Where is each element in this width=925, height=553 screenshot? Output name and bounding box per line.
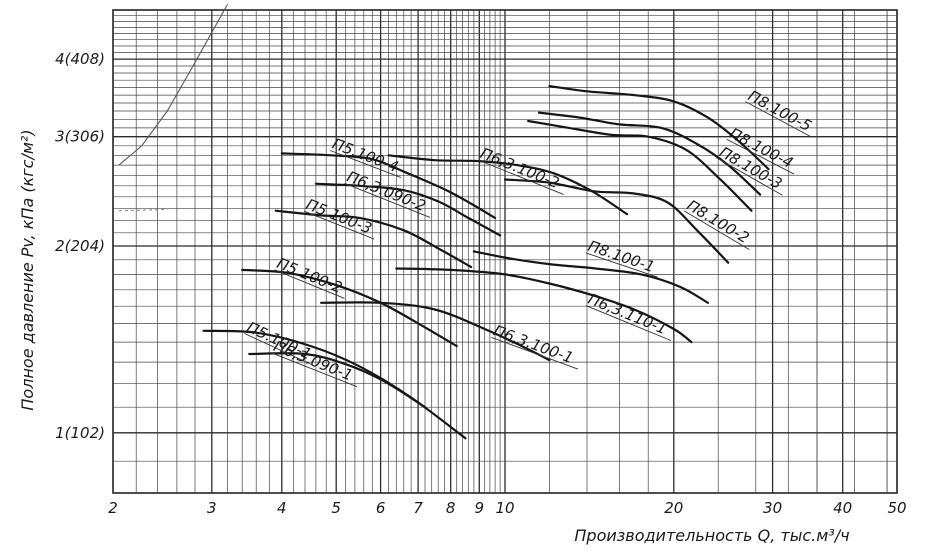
series-label-underline bbox=[271, 352, 358, 388]
x-axis-label: Производительность Q, тыс.м³/ч bbox=[574, 526, 849, 545]
y-axis-tick-labels: 1(102) 2(204) 3(306) 4(408) bbox=[55, 50, 105, 442]
x-tick-label: 9 bbox=[475, 499, 485, 517]
y-axis-label: Полное давление Pv, кПа (кгс/м²) bbox=[18, 129, 37, 410]
x-tick-label: 3 bbox=[207, 499, 217, 517]
y-tick-label: 2(204) bbox=[55, 237, 105, 255]
x-tick-label: 40 bbox=[833, 499, 852, 517]
series-curve-п8-100-5 bbox=[548, 85, 770, 171]
series-curve-п5-100-4 bbox=[280, 152, 497, 219]
series-curves bbox=[202, 85, 770, 440]
chart-grid bbox=[112, 9, 898, 494]
background-pencil-marks bbox=[118, 4, 228, 212]
x-tick-label: 6 bbox=[376, 499, 386, 517]
series-curve-п8-100-1 bbox=[472, 250, 709, 304]
series-label: П5.100-2 bbox=[274, 254, 345, 297]
series-curve-п6-3-090-2 bbox=[314, 182, 502, 237]
series-curve-п8-100-2 bbox=[503, 178, 730, 264]
series-label-underline bbox=[745, 101, 813, 138]
series-label: П6,3.090-1 bbox=[271, 337, 355, 384]
x-tick-label: 20 bbox=[664, 499, 683, 517]
series-curve-п5-100-3 bbox=[274, 209, 473, 269]
pencil-dash-mark bbox=[118, 209, 168, 212]
series-label-underline bbox=[478, 159, 564, 195]
x-tick-label: 30 bbox=[763, 499, 782, 517]
series-curve-п8-100-3 bbox=[527, 119, 753, 212]
y-tick-label: 1(102) bbox=[55, 424, 105, 442]
series-label-underline bbox=[303, 210, 375, 240]
x-tick-label: 8 bbox=[446, 499, 456, 517]
x-tick-label: 5 bbox=[331, 499, 341, 517]
series-label: П6,3.100-1 bbox=[491, 321, 576, 367]
series-label: П5.100-4 bbox=[330, 135, 401, 176]
series-label-underline bbox=[344, 182, 431, 218]
series-curve-п5-100-1 bbox=[202, 329, 467, 440]
x-tick-label: 7 bbox=[413, 499, 423, 517]
y-tick-label: 3(306) bbox=[55, 128, 105, 146]
series-curve-п6-3-100-1 bbox=[320, 301, 551, 362]
x-axis-tick-labels: 2 3 4 5 6 7 8 9 10 20 30 40 50 bbox=[108, 499, 906, 517]
series-label-underline bbox=[330, 150, 402, 178]
series-curve-п8-100-4 bbox=[537, 111, 762, 196]
series-label-underline bbox=[274, 269, 345, 299]
series-curve-п6-3-110-1 bbox=[395, 267, 693, 344]
series-label-underline bbox=[726, 138, 795, 175]
series-label-underline bbox=[683, 210, 750, 250]
series-label: П6,3.110-1 bbox=[585, 290, 669, 338]
x-tick-label: 50 bbox=[887, 499, 906, 517]
series-label-underline bbox=[491, 336, 579, 370]
series-label-underline bbox=[585, 305, 672, 341]
pencil-sketch-curve bbox=[118, 4, 228, 166]
series-label-underline bbox=[244, 333, 314, 366]
series-label-underline bbox=[716, 157, 783, 196]
y-tick-label: 4(408) bbox=[55, 50, 105, 68]
series-curve-п5-100-2 bbox=[241, 268, 458, 348]
x-tick-label: 2 bbox=[108, 499, 118, 517]
x-tick-label: 10 bbox=[495, 499, 514, 517]
series-label-underline bbox=[585, 252, 658, 278]
x-tick-label: 4 bbox=[277, 499, 287, 517]
